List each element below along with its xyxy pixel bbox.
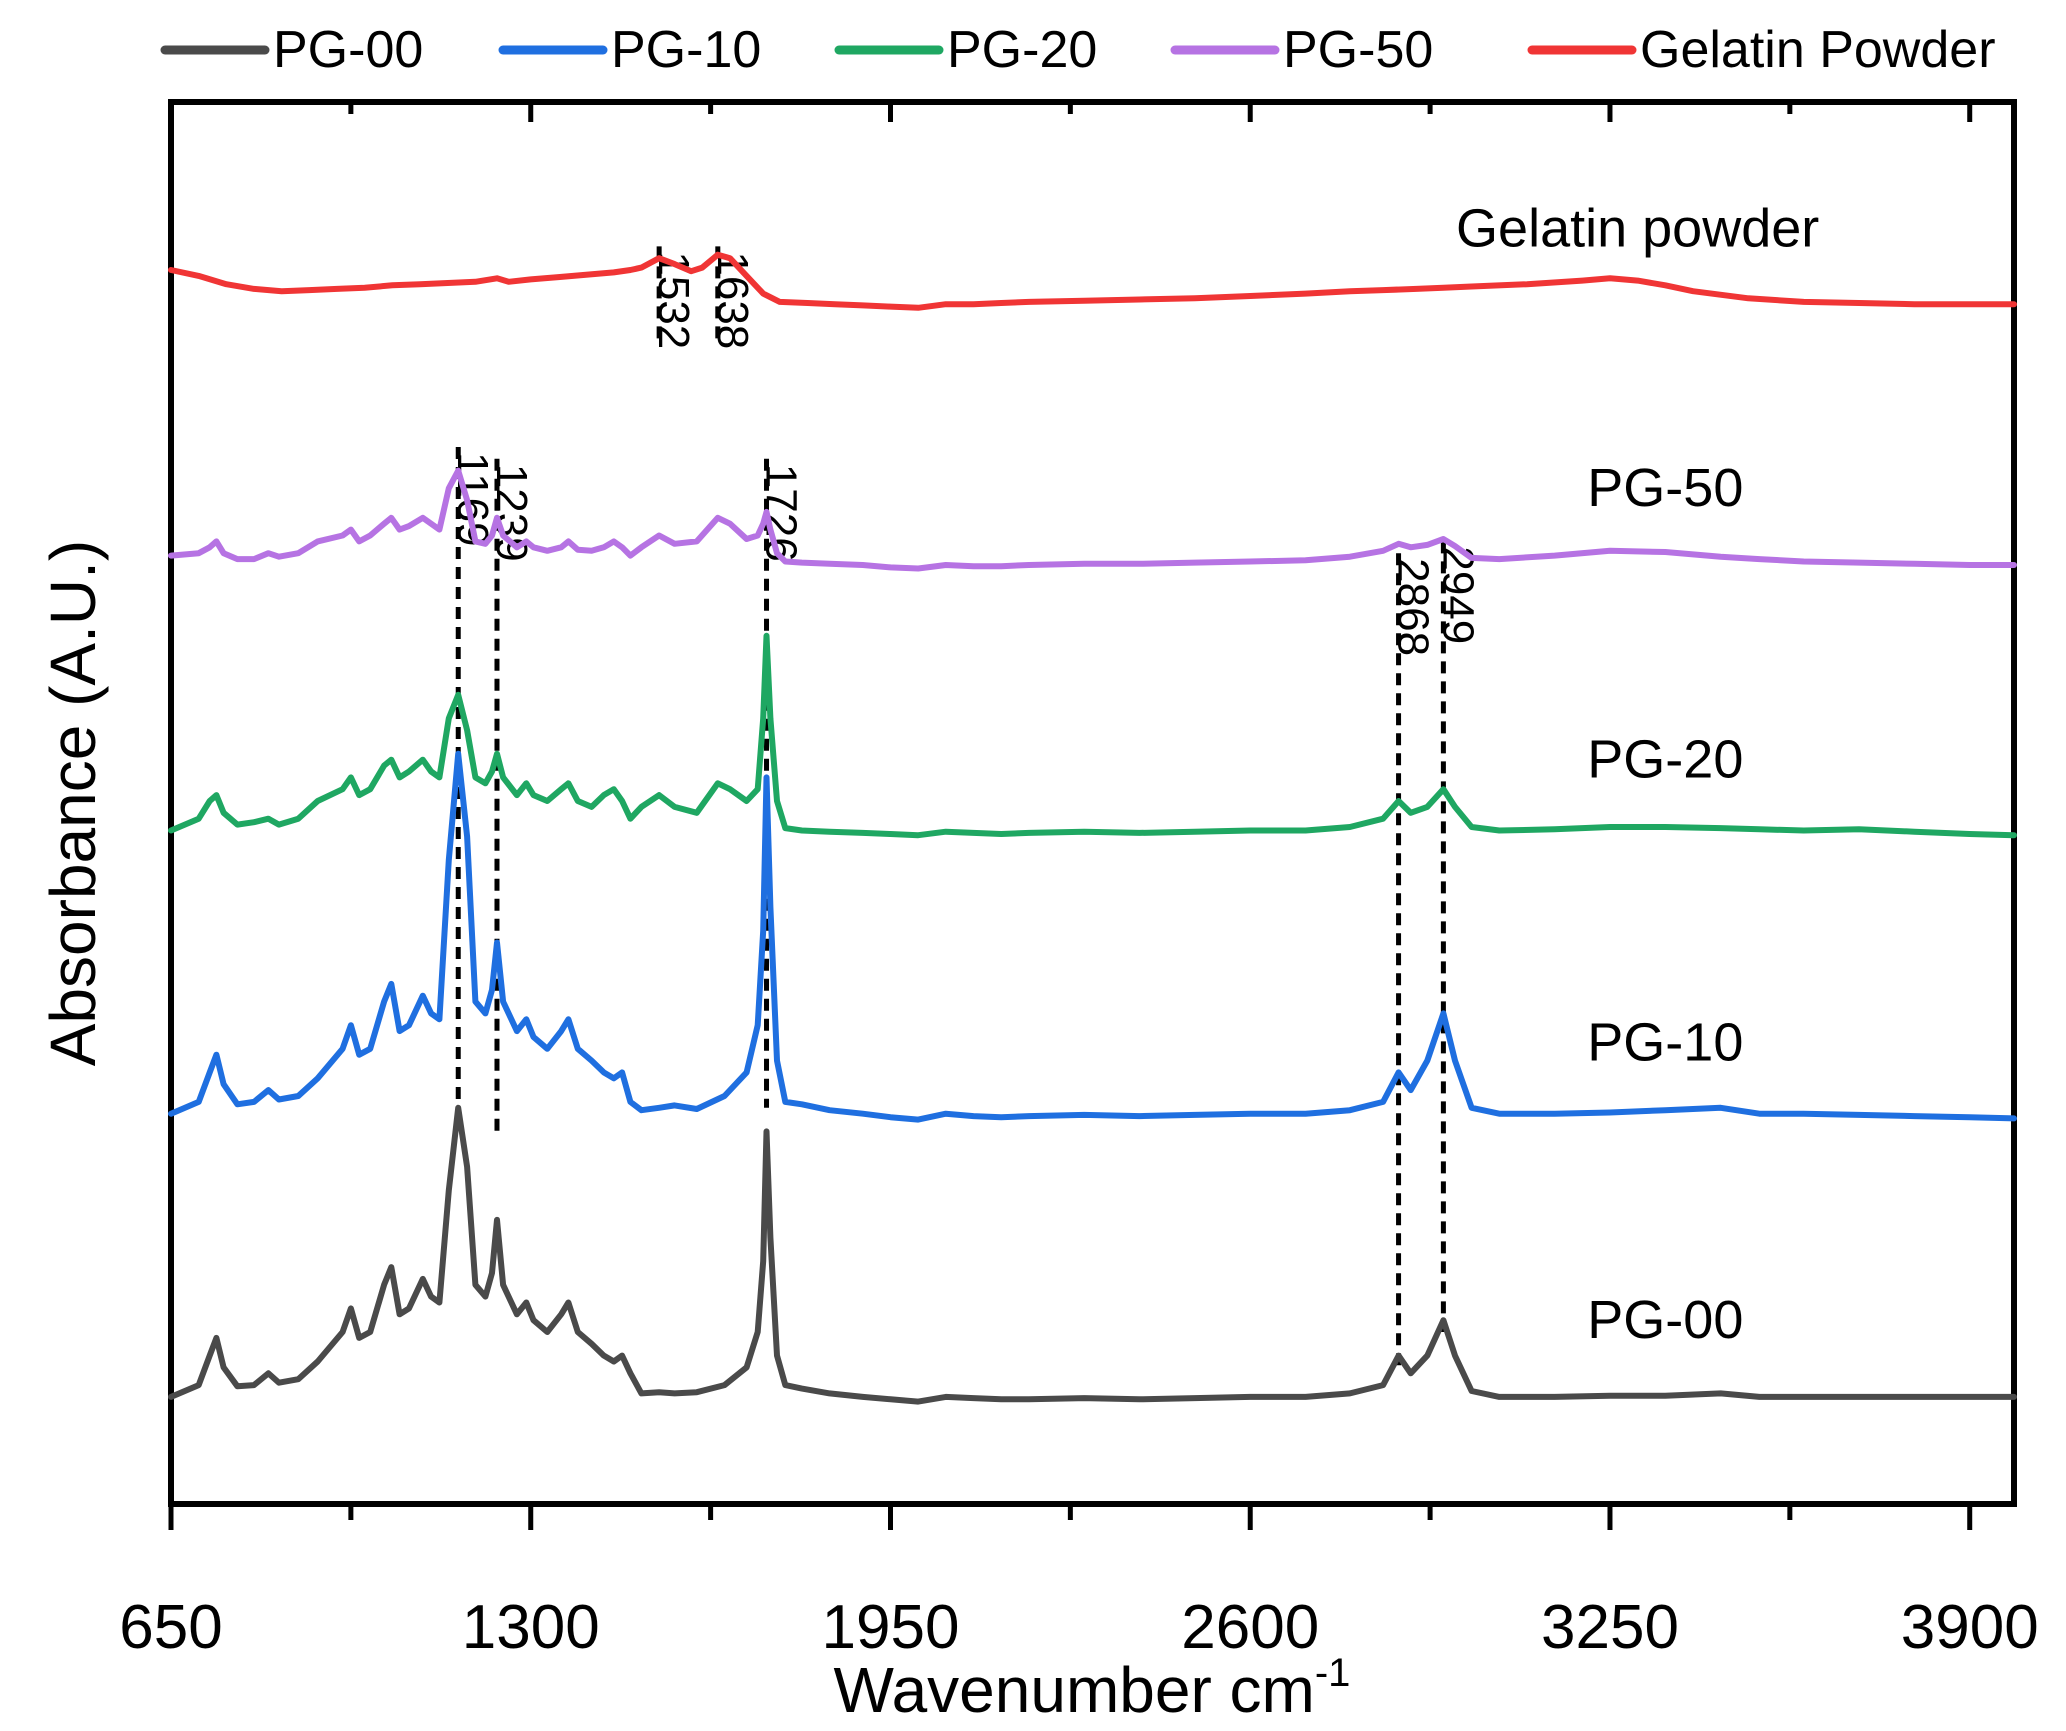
- x-tick-label: 1300: [462, 1593, 600, 1662]
- series-line-gelatin-powder: [168, 251, 2017, 311]
- x-axis-label-superscript: -1: [1315, 1651, 1351, 1695]
- legend-item: Gelatin Powder: [1527, 21, 1996, 79]
- series-line-pg-00: [168, 1104, 2017, 1405]
- x-tick-label: 1950: [822, 1593, 960, 1662]
- curve-label: PG-20: [1587, 729, 1743, 789]
- peak-label: 2868: [1389, 558, 1438, 656]
- legend-item: PG-20: [834, 21, 1097, 79]
- series-line-pg-20: [168, 632, 2017, 839]
- legend-label: Gelatin Powder: [1640, 21, 1996, 79]
- legend-label: PG-10: [611, 21, 761, 79]
- series-line-pg-50: [168, 467, 2017, 572]
- curve-label: Gelatin powder: [1456, 198, 1819, 258]
- x-axis-label: Wavenumber cm-1: [834, 1651, 1351, 1726]
- x-axis: 650 1300 1950 2600 3250 3900: [119, 102, 2039, 1662]
- legend: PG-00 PG-10 PG-20 PG-50 Gelatin Powder: [160, 21, 1996, 79]
- legend-label: PG-00: [273, 21, 423, 79]
- curve-label: PG-00: [1587, 1290, 1743, 1350]
- legend-label: PG-20: [947, 21, 1097, 79]
- legend-item: PG-50: [1170, 21, 1433, 79]
- y-axis-label: Absorbance (A.U.): [37, 540, 109, 1066]
- series-group: [168, 251, 2017, 1405]
- x-axis-label-text: Wavenumber cm: [834, 1654, 1315, 1726]
- legend-item: PG-00: [160, 21, 423, 79]
- peak-label: 1638: [708, 251, 757, 349]
- x-tick-label: 2600: [1181, 1593, 1319, 1662]
- peak-label: 2949: [1433, 546, 1482, 644]
- legend-label: PG-50: [1283, 21, 1433, 79]
- curve-labels: PG-00 PG-10 PG-20 PG-50 Gelatin powder: [1456, 198, 1819, 1350]
- curve-label: PG-10: [1587, 1013, 1743, 1073]
- x-tick-label: 650: [119, 1593, 222, 1662]
- x-tick-label: 3900: [1901, 1593, 2039, 1662]
- series-line-pg-10: [168, 750, 2017, 1123]
- plot-frame: [168, 99, 2017, 1507]
- legend-item: PG-10: [498, 21, 761, 79]
- curve-label: PG-50: [1587, 458, 1743, 518]
- x-tick-label: 3250: [1541, 1593, 1679, 1662]
